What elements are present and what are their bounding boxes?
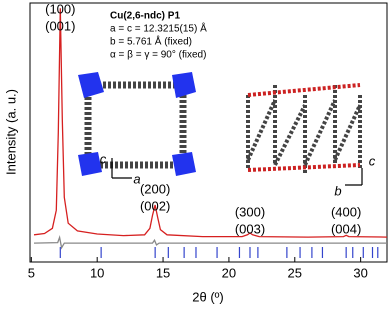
- info-text: Cu(2,6-ndc) P1: [110, 11, 180, 22]
- peak-label: (004): [331, 221, 361, 236]
- x-tick-label: 25: [288, 265, 302, 280]
- x-tick-label: 10: [90, 265, 104, 280]
- peak-label: (100): [45, 1, 75, 16]
- x-tick-label: 20: [222, 265, 236, 280]
- axes-arrows: [111, 158, 363, 186]
- plot-frame: [29, 2, 388, 263]
- axis-direction-label: b: [334, 183, 341, 198]
- y-axis-label: Intensity (a. u.): [3, 89, 18, 175]
- axis-direction-label: a: [133, 171, 140, 186]
- x-axis-label: 2θ (º): [192, 289, 223, 304]
- x-tick-label: 15: [156, 265, 170, 280]
- info-text: b = 5.761 Å (fixed): [110, 35, 192, 48]
- peak-label: (400): [331, 204, 361, 219]
- peak-label: (001): [45, 18, 75, 33]
- structure-right: [246, 83, 362, 175]
- data-line: [33, 8, 388, 238]
- axis-direction-label: c: [369, 153, 376, 168]
- structure-left: [78, 72, 196, 176]
- peak-label: (200): [140, 181, 170, 196]
- peak-label: (003): [235, 221, 265, 236]
- info-text: α = β = γ = 90° (fixed): [110, 50, 206, 61]
- difference-line: [33, 234, 387, 250]
- axis-direction-label: c: [100, 151, 107, 166]
- x-tick-label: 30: [353, 265, 367, 280]
- x-tick-label: 5: [28, 265, 35, 280]
- info-text: a = c = 12.3215(15) Å: [110, 22, 207, 35]
- peak-label: (002): [140, 198, 170, 213]
- peak-label: (300): [235, 204, 265, 219]
